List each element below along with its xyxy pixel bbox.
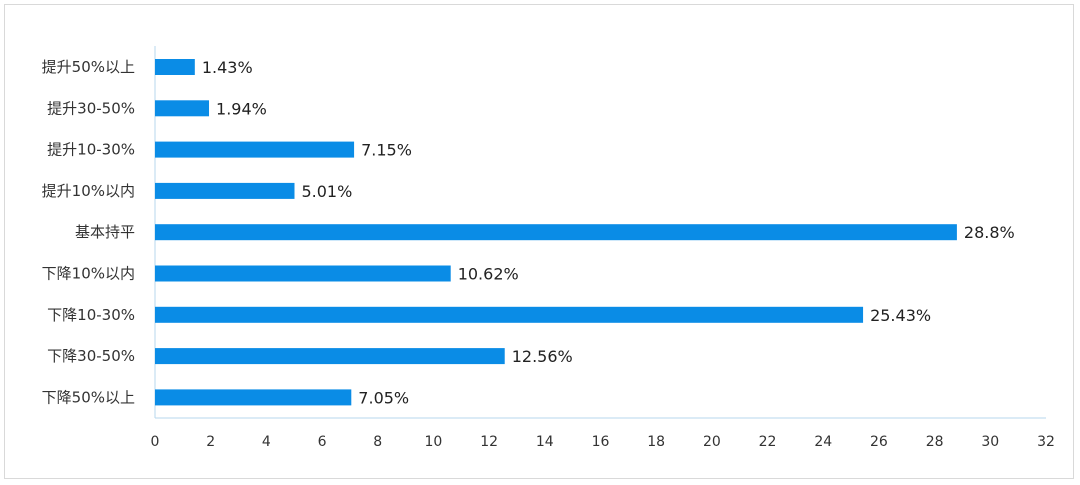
x-tick-label: 24 bbox=[814, 434, 832, 450]
x-tick-label: 32 bbox=[1037, 434, 1055, 450]
category-label: 下降10%以内 bbox=[42, 265, 135, 283]
bar bbox=[155, 348, 505, 365]
x-tick-label: 16 bbox=[592, 434, 610, 450]
value-label: 28.8% bbox=[964, 223, 1015, 242]
x-tick-label: 30 bbox=[981, 434, 999, 450]
x-tick-label: 8 bbox=[373, 434, 382, 450]
x-tick-label: 28 bbox=[926, 434, 944, 450]
value-label: 5.01% bbox=[301, 182, 352, 201]
x-tick-label: 18 bbox=[647, 434, 665, 450]
category-label: 基本持平 bbox=[75, 223, 135, 241]
category-label: 提升10%以内 bbox=[42, 182, 135, 200]
bars bbox=[155, 59, 957, 406]
value-label: 1.94% bbox=[216, 99, 267, 118]
labels: 提升50%以上 1.43% 提升30-50% 1.94% 提升10-30% 7.15% 提升… bbox=[42, 58, 1015, 407]
value-label: 25.43% bbox=[870, 306, 931, 325]
x-tick-label: 10 bbox=[425, 434, 443, 450]
bar bbox=[155, 100, 210, 117]
bar bbox=[155, 389, 352, 406]
bar bbox=[155, 265, 451, 282]
bar bbox=[155, 182, 295, 199]
x-tick-label: 20 bbox=[703, 434, 721, 450]
x-tick-label: 2 bbox=[206, 434, 215, 450]
bar bbox=[155, 306, 864, 323]
category-label: 提升50%以上 bbox=[42, 58, 135, 76]
x-tick-label: 14 bbox=[536, 434, 554, 450]
value-label: 10.62% bbox=[458, 265, 519, 284]
category-label: 下降30-50% bbox=[47, 347, 135, 365]
bar bbox=[155, 59, 195, 75]
x-tick-label: 22 bbox=[759, 434, 777, 450]
x-tick-label: 0 bbox=[151, 434, 160, 450]
category-label: 提升30-50% bbox=[47, 99, 135, 117]
bar bbox=[155, 141, 355, 158]
x-tick-label: 4 bbox=[262, 434, 271, 450]
category-label: 提升10-30% bbox=[47, 141, 135, 159]
x-tick-label: 12 bbox=[480, 434, 498, 450]
value-label: 12.56% bbox=[512, 347, 573, 366]
value-label: 7.05% bbox=[358, 388, 409, 407]
bar bbox=[155, 224, 957, 241]
value-label: 1.43% bbox=[202, 58, 253, 77]
category-label: 下降50%以上 bbox=[42, 388, 135, 406]
category-label: 下降10-30% bbox=[47, 306, 135, 324]
x-tick-label: 26 bbox=[870, 434, 888, 450]
x-tick-label: 6 bbox=[318, 434, 327, 450]
value-label: 7.15% bbox=[361, 141, 412, 160]
